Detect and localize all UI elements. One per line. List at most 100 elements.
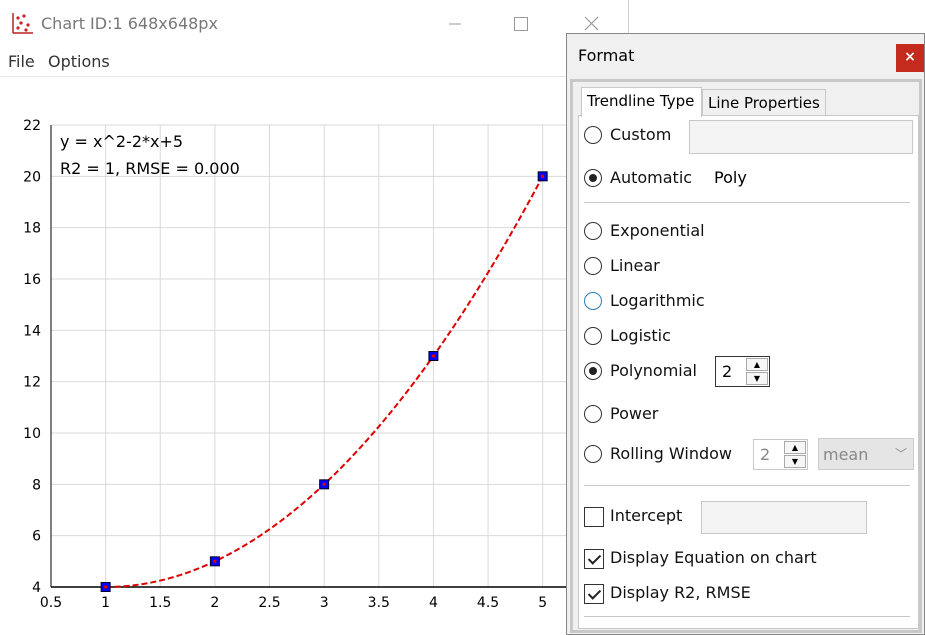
radio-custom[interactable]	[584, 126, 602, 144]
y-tick-label: 20	[23, 169, 41, 185]
option-rolling-window[interactable]: Rolling Window	[584, 443, 749, 467]
separator	[584, 202, 910, 203]
option-intercept[interactable]: Intercept	[584, 505, 694, 529]
option-logarithmic[interactable]: Logarithmic	[584, 290, 784, 314]
automatic-label: Automatic	[610, 168, 693, 187]
polynomial-label: Polynomial	[610, 361, 697, 380]
custom-formula-field[interactable]	[689, 120, 913, 154]
option-polynomial[interactable]: Polynomial	[584, 360, 784, 384]
spin-down-icon[interactable]: ▼	[746, 372, 768, 385]
format-dialog-title: Format	[578, 46, 635, 65]
option-logistic[interactable]: Logistic	[584, 325, 784, 349]
y-tick-label: 4	[32, 580, 41, 596]
y-tick-label: 6	[32, 529, 41, 545]
x-tick-label: 3.5	[368, 595, 390, 611]
spin-down-icon[interactable]: ▼	[784, 455, 806, 468]
data-point-center	[431, 354, 435, 358]
checkbox-display-equation[interactable]	[584, 549, 604, 569]
rolling-window-stepper[interactable]: 2 ▲ ▼	[753, 439, 808, 470]
x-tick-labels: 0.5 1 1.5 2 2.5 3 3.5 4 4.5 5	[40, 595, 547, 611]
x-tick-label: 1.5	[149, 595, 171, 611]
x-tick-label: 3	[320, 595, 329, 611]
rolling-window-label: Rolling Window	[610, 444, 732, 463]
logistic-label: Logistic	[610, 326, 671, 345]
logarithmic-label: Logarithmic	[610, 291, 705, 310]
chart-window: Chart ID:1 648x648px File Options 0.5 1 1.…	[0, 0, 629, 635]
linear-label: Linear	[610, 256, 660, 275]
data-point-center	[213, 559, 217, 563]
format-close-button[interactable]: ×	[896, 44, 924, 72]
rolling-window-value: 2	[760, 445, 771, 464]
x-tick-label: 4	[429, 595, 438, 611]
format-body: Trendline Type Line Properties Custom Au…	[570, 79, 922, 633]
data-point-center	[104, 585, 108, 589]
radio-exponential[interactable]	[584, 222, 602, 240]
y-tick-label: 8	[32, 477, 41, 493]
radio-logarithmic[interactable]	[584, 292, 602, 310]
rolling-aggregate-select[interactable]: mean ﹀	[818, 438, 914, 470]
intercept-field[interactable]	[701, 501, 867, 534]
data-point-center	[322, 482, 326, 486]
x-tick-label: 4.5	[477, 595, 499, 611]
polynomial-order-stepper[interactable]: 2 ▲ ▼	[715, 356, 770, 387]
radio-rolling-window[interactable]	[584, 445, 602, 463]
custom-label: Custom	[610, 125, 672, 144]
separator	[584, 616, 910, 617]
radio-linear[interactable]	[584, 257, 602, 275]
option-display-r2[interactable]: Display R2, RMSE	[584, 582, 884, 606]
title-bar[interactable]: Chart ID:1 648x648px	[0, 0, 628, 48]
polynomial-order-value: 2	[722, 362, 733, 381]
y-tick-label: 18	[23, 221, 41, 237]
scatter-chart: 0.5 1 1.5 2 2.5 3 3.5 4 4.5 5 4 6 8 10 12 14 16 18 20 22 y…	[23, 118, 570, 611]
maximize-icon[interactable]	[498, 4, 542, 44]
y-tick-labels: 4 6 8 10 12 14 16 18 20 22	[23, 118, 41, 596]
separator	[584, 485, 910, 486]
format-dialog: Format × Trendline Type Line Properties …	[566, 33, 925, 635]
radio-power[interactable]	[584, 405, 602, 423]
rolling-aggregate-value: mean	[823, 445, 869, 464]
data-markers	[100, 171, 548, 592]
trendline-equation: y = x^2-2*x+5	[60, 132, 183, 151]
display-r2-label: Display R2, RMSE	[610, 583, 751, 602]
radio-logistic[interactable]	[584, 327, 602, 345]
y-tick-label: 10	[23, 426, 41, 442]
close-icon: ×	[904, 49, 916, 65]
vertical-grid	[50, 125, 544, 587]
window-title: Chart ID:1 648x648px	[41, 14, 218, 33]
display-equation-label: Display Equation on chart	[610, 548, 817, 567]
x-tick-label: 2	[210, 595, 219, 611]
menu-options[interactable]: Options	[48, 52, 110, 71]
y-tick-label: 22	[23, 118, 41, 134]
checkbox-display-r2[interactable]	[584, 584, 604, 604]
y-tick-label: 12	[23, 375, 41, 391]
trendline-type-panel: Custom Automatic Poly Exponential Linear…	[578, 115, 919, 629]
horizontal-grid	[51, 124, 570, 588]
axes	[50, 125, 570, 588]
option-display-equation[interactable]: Display Equation on chart	[584, 547, 884, 571]
option-custom[interactable]: Custom	[584, 124, 914, 148]
menu-file[interactable]: File	[8, 52, 35, 71]
tab-trendline-type[interactable]: Trendline Type	[581, 87, 702, 117]
x-tick-label: 0.5	[40, 595, 62, 611]
minimize-icon[interactable]	[432, 4, 476, 44]
automatic-type-value: Poly	[714, 168, 747, 187]
tab-label: Trendline Type	[587, 92, 695, 110]
spin-up-icon[interactable]: ▲	[784, 441, 806, 454]
radio-polynomial[interactable]	[584, 362, 602, 380]
radio-automatic[interactable]	[584, 169, 602, 187]
option-power[interactable]: Power	[584, 403, 784, 427]
spin-up-icon[interactable]: ▲	[746, 358, 768, 371]
x-tick-label: 2.5	[258, 595, 280, 611]
close-icon[interactable]	[566, 4, 610, 44]
y-tick-label: 14	[23, 323, 41, 339]
exponential-label: Exponential	[610, 221, 705, 240]
intercept-label: Intercept	[610, 506, 683, 525]
tab-line-properties[interactable]: Line Properties	[702, 89, 826, 116]
x-tick-label: 1	[101, 595, 110, 611]
option-automatic[interactable]: Automatic	[584, 167, 784, 191]
option-exponential[interactable]: Exponential	[584, 220, 784, 244]
scatter-app-icon	[12, 12, 34, 34]
tab-label: Line Properties	[708, 94, 820, 112]
checkbox-intercept[interactable]	[584, 507, 604, 527]
option-linear[interactable]: Linear	[584, 255, 784, 279]
